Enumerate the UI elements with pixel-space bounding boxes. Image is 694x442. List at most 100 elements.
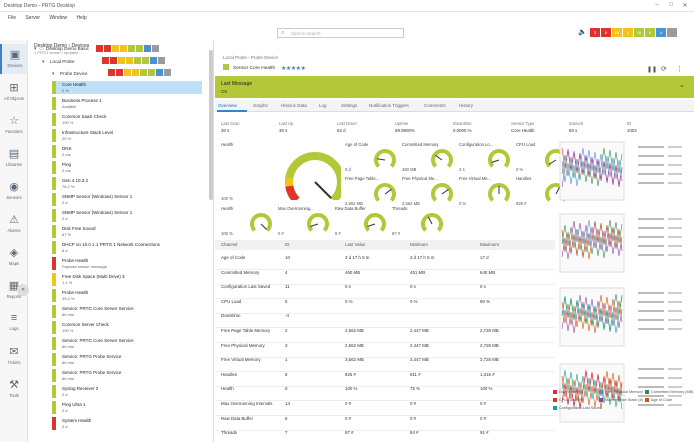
table-row[interactable]: Configuration Last Saved 11 0 s 0 s 0 s — [215, 280, 555, 300]
menu-file[interactable]: File — [8, 15, 17, 21]
tab-history[interactable]: History — [459, 103, 474, 108]
table-cell: Raw Data Buffer — [221, 415, 254, 421]
sensor-item[interactable]: DHCP on 10.0.1.1 PRTG 1 Network Connecti… — [52, 241, 202, 254]
tree-scrollbar[interactable] — [209, 50, 213, 200]
table-cell: Free Virtual Memory — [221, 357, 261, 363]
tab-notification-triggers[interactable]: Notification Triggers — [369, 103, 409, 108]
sensor-item[interactable]: Probe Health 39.4 % — [52, 289, 202, 302]
column-header[interactable]: ID — [285, 242, 290, 247]
tab-graphs[interactable]: Graphs — [253, 103, 268, 108]
pause-icon[interactable]: ❚❚ — [647, 67, 658, 73]
table-row[interactable]: CPU Load 5 0 % 0 % 80 % — [215, 295, 555, 314]
table-row[interactable]: Free Virtual Memory 1 3,562 MB 3,447 MB 3,72… — [215, 353, 555, 373]
sensor-item[interactable]: Service: PRTG Core Server Service 60 min — [52, 305, 202, 318]
table-row[interactable]: Handles 8 825 # 811 # 1,015 # — [215, 368, 555, 387]
table-row[interactable]: Max Overrunning Intervals 14 0 # 0 # 0 # — [215, 397, 555, 416]
sensor-item[interactable]: System Health 0 # — [52, 417, 202, 430]
tab-overview[interactable]: Overview — [218, 103, 237, 108]
priority-stars[interactable]: ★★★★★ — [281, 66, 306, 72]
table-row[interactable]: Downtime -4 — [215, 309, 555, 329]
expand-icon[interactable]: ⌄ — [679, 82, 685, 89]
breadcrumb[interactable]: Local Probe › Probe Device — [223, 55, 279, 60]
menu-window[interactable]: Window — [49, 15, 68, 21]
sensor-item[interactable]: Service: PRTG Core Server Service 60 min — [52, 337, 202, 350]
close-button[interactable]: ✕ — [682, 3, 688, 9]
tree-row-probe[interactable]: ▾ Local Probe — [38, 57, 216, 69]
refresh-icon[interactable]: ⟳ — [661, 66, 667, 73]
nav-item-alarms[interactable]: ⚠ Alarms — [0, 209, 28, 239]
nav-item-favorites[interactable]: ☆ Favorites — [0, 110, 28, 140]
sensor-item[interactable]: Service: PRTG Probe Service 60 min — [52, 369, 202, 382]
table-cell: 0 # — [345, 415, 352, 421]
nav-item-libraries[interactable]: ▤ Libraries — [0, 143, 28, 173]
speaker-icon[interactable]: 🔈 — [578, 29, 587, 36]
sensor-item[interactable]: Common Server Check 100 % — [52, 321, 202, 334]
collapse-icon[interactable]: ▾ — [42, 59, 45, 65]
gauge-small: Free Page Table... 2,562 MB — [345, 176, 399, 208]
sensor-item[interactable]: Service: PRTG Probe Service 60 min — [52, 353, 202, 366]
sensor-item[interactable]: Core Health 0 % — [52, 81, 202, 94]
status-count-badge[interactable]: 26 — [634, 28, 644, 37]
tab-comments[interactable]: Comments — [424, 103, 446, 108]
status-count-badge[interactable]: 4 — [656, 28, 666, 37]
status-count-badge[interactable]: 3 — [590, 28, 600, 37]
tab-historic-data[interactable]: Historic Data — [281, 103, 307, 108]
sensor-item[interactable]: Common SaaS Check 100 % — [52, 113, 202, 126]
nav-item-devices[interactable]: ▣ Devices — [0, 44, 28, 74]
status-count-badge[interactable]: 15 — [612, 28, 622, 37]
nav-item-reports[interactable]: ▦ Reports — [0, 275, 28, 305]
nav-item-tools[interactable]: ⚒ Tools — [0, 374, 28, 404]
nav-item-logs[interactable]: ≡ Logs — [0, 308, 28, 338]
nav-item-tickets[interactable]: ✉ Tickets — [0, 341, 28, 371]
minimize-button[interactable]: – — [655, 2, 659, 8]
menu-server[interactable]: Server — [25, 15, 41, 21]
sensor-item[interactable]: Disk Free Sound 67 % — [52, 225, 202, 238]
sensor-name: Service: PRTG Probe Service — [62, 370, 122, 375]
maximize-button[interactable]: □ — [669, 2, 673, 8]
sensor-item[interactable]: Ping 0 ms — [52, 161, 202, 174]
gauge-value: 2,562 MB — [345, 201, 363, 206]
sensor-item[interactable]: DNS 0 ms — [52, 145, 202, 158]
collapse-icon[interactable]: ▾ — [52, 71, 55, 77]
table-row[interactable]: Free Page Table Memory 2 2,562 MB 2,447 MB 2… — [215, 324, 555, 343]
sensor-item[interactable]: Business Process 1 Ausfälle — [52, 97, 202, 110]
nav-item-sensors[interactable]: ◉ Sensors — [0, 176, 28, 206]
column-header[interactable]: Minimum — [410, 242, 428, 247]
column-header[interactable]: Last Value — [345, 242, 366, 247]
table-row[interactable]: Threads 7 87 # 84 # 91 # — [215, 426, 555, 442]
status-count-badge[interactable]: 4 — [645, 28, 655, 37]
table-row[interactable]: Age of Code 10 3 d 17 h 5 m 3 d 17 h 5 m 17 … — [215, 251, 555, 270]
status-count-badge[interactable]: 6 — [601, 28, 611, 37]
tree-row-server[interactable]: ▾ ▭ Desktop Demo Basic — [30, 44, 208, 56]
tab-log[interactable]: Log — [319, 103, 327, 108]
table-row[interactable]: Health 0 100 % 75 % 100 % — [215, 382, 555, 402]
gauge-label: CPU Load — [516, 142, 536, 147]
sensor-value: 76.2 % — [62, 184, 75, 189]
column-header[interactable]: Channel — [221, 242, 238, 247]
table-row[interactable]: Raw Data Buffer 6 0 # 0 # 0 # — [215, 412, 555, 431]
sensor-item[interactable]: Free Disk Space (Multi Drive) 3 1.1 % — [52, 273, 202, 286]
status-count-badge[interactable]: 1 — [623, 28, 633, 37]
column-header[interactable]: Maximum — [480, 242, 500, 247]
nav-item-all-objects[interactable]: ⊞ All Objects — [0, 77, 28, 107]
nav-item-maps[interactable]: ◈ Maps — [0, 242, 28, 272]
sensor-item[interactable]: Gen 4 10.3.2 76.2 % — [52, 177, 202, 190]
collapse-panel-button[interactable]: « — [17, 284, 29, 296]
table-row[interactable]: Committed Memory 4 460 MB 451 MB 640 MB — [215, 266, 555, 285]
sensor-item[interactable]: Infrastructure Stack Level 20 % — [52, 129, 202, 142]
more-menu-icon[interactable]: ⋮ — [676, 66, 683, 73]
search-box[interactable]: ⌕ Click to search — [277, 28, 404, 38]
status-count-badge[interactable] — [667, 28, 677, 37]
graph-table-line — [638, 236, 664, 238]
graph-table-line — [638, 301, 664, 303]
menu-help[interactable]: Help — [76, 15, 87, 21]
table-row[interactable]: Free Physical Memory 3 2,562 MB 2,447 MB 2,7… — [215, 339, 555, 358]
sensor-item[interactable]: Probe Health Payload sensor message — [52, 257, 202, 270]
tab-settings[interactable]: Settings — [341, 103, 358, 108]
tree-row-device[interactable]: ▾ Probe Device — [48, 69, 226, 81]
collapse-icon[interactable]: ▾ — [34, 46, 37, 52]
